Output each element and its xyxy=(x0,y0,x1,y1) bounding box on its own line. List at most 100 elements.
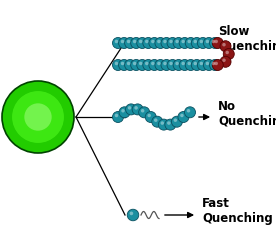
Circle shape xyxy=(187,40,191,43)
Circle shape xyxy=(145,111,156,123)
Circle shape xyxy=(141,109,144,113)
Circle shape xyxy=(173,37,184,49)
Circle shape xyxy=(127,62,130,65)
Circle shape xyxy=(161,59,172,70)
Circle shape xyxy=(174,118,177,122)
Circle shape xyxy=(180,114,184,117)
Circle shape xyxy=(220,56,231,67)
Circle shape xyxy=(139,62,142,65)
Circle shape xyxy=(149,37,160,49)
Circle shape xyxy=(147,114,151,117)
Circle shape xyxy=(132,104,143,115)
Circle shape xyxy=(181,40,185,43)
Circle shape xyxy=(178,111,189,123)
Circle shape xyxy=(179,59,190,70)
Circle shape xyxy=(155,59,166,70)
Circle shape xyxy=(119,59,129,70)
Circle shape xyxy=(165,119,176,130)
Circle shape xyxy=(139,107,150,118)
Circle shape xyxy=(222,59,226,62)
Circle shape xyxy=(191,37,202,49)
Circle shape xyxy=(169,62,173,65)
Circle shape xyxy=(137,37,148,49)
Circle shape xyxy=(113,37,123,49)
Circle shape xyxy=(193,40,197,43)
Circle shape xyxy=(163,40,167,43)
Circle shape xyxy=(203,59,214,70)
Circle shape xyxy=(113,59,123,70)
Circle shape xyxy=(143,59,154,70)
Circle shape xyxy=(121,109,125,113)
Circle shape xyxy=(181,62,185,65)
Circle shape xyxy=(143,37,154,49)
Circle shape xyxy=(206,40,209,43)
Circle shape xyxy=(121,40,124,43)
Text: No
Quenching: No Quenching xyxy=(218,100,276,128)
Circle shape xyxy=(206,62,209,65)
Circle shape xyxy=(149,59,160,70)
Circle shape xyxy=(163,62,167,65)
Circle shape xyxy=(223,49,234,59)
Circle shape xyxy=(137,59,148,70)
Circle shape xyxy=(152,116,163,127)
Circle shape xyxy=(200,62,203,65)
Circle shape xyxy=(125,37,136,49)
Circle shape xyxy=(171,116,182,127)
Circle shape xyxy=(12,91,64,143)
Circle shape xyxy=(127,209,139,221)
Circle shape xyxy=(187,62,191,65)
Circle shape xyxy=(151,40,155,43)
Circle shape xyxy=(209,59,221,70)
Circle shape xyxy=(2,81,74,153)
Circle shape xyxy=(154,118,158,122)
Circle shape xyxy=(127,40,130,43)
Circle shape xyxy=(167,121,171,125)
Circle shape xyxy=(121,62,124,65)
Circle shape xyxy=(133,62,136,65)
Circle shape xyxy=(133,40,136,43)
Circle shape xyxy=(209,37,221,49)
Circle shape xyxy=(212,37,223,49)
Circle shape xyxy=(214,62,218,65)
Circle shape xyxy=(158,119,169,130)
Circle shape xyxy=(161,121,164,125)
Circle shape xyxy=(128,106,131,109)
Text: Fast
Quenching: Fast Quenching xyxy=(202,197,273,225)
Circle shape xyxy=(119,37,129,49)
Circle shape xyxy=(115,40,118,43)
Circle shape xyxy=(212,40,215,43)
Circle shape xyxy=(155,37,166,49)
Circle shape xyxy=(184,107,195,118)
Circle shape xyxy=(157,40,161,43)
Circle shape xyxy=(139,40,142,43)
Circle shape xyxy=(185,59,196,70)
Circle shape xyxy=(214,40,218,43)
Circle shape xyxy=(125,59,136,70)
Circle shape xyxy=(115,114,118,117)
Circle shape xyxy=(126,104,137,115)
Circle shape xyxy=(145,40,148,43)
Circle shape xyxy=(145,62,148,65)
Circle shape xyxy=(119,107,130,118)
Circle shape xyxy=(131,59,142,70)
Circle shape xyxy=(167,59,178,70)
Circle shape xyxy=(200,40,203,43)
Circle shape xyxy=(175,40,179,43)
Circle shape xyxy=(220,41,231,52)
Circle shape xyxy=(197,37,208,49)
Circle shape xyxy=(185,37,196,49)
Circle shape xyxy=(113,111,123,123)
Circle shape xyxy=(173,59,184,70)
Text: Slow
Quenching: Slow Quenching xyxy=(218,25,276,53)
Circle shape xyxy=(157,62,161,65)
Circle shape xyxy=(212,59,223,70)
Circle shape xyxy=(167,37,178,49)
Circle shape xyxy=(161,37,172,49)
Circle shape xyxy=(197,59,208,70)
Circle shape xyxy=(134,106,138,109)
Circle shape xyxy=(151,62,155,65)
Circle shape xyxy=(203,37,214,49)
Circle shape xyxy=(222,43,226,46)
Circle shape xyxy=(169,40,173,43)
Circle shape xyxy=(129,212,133,215)
